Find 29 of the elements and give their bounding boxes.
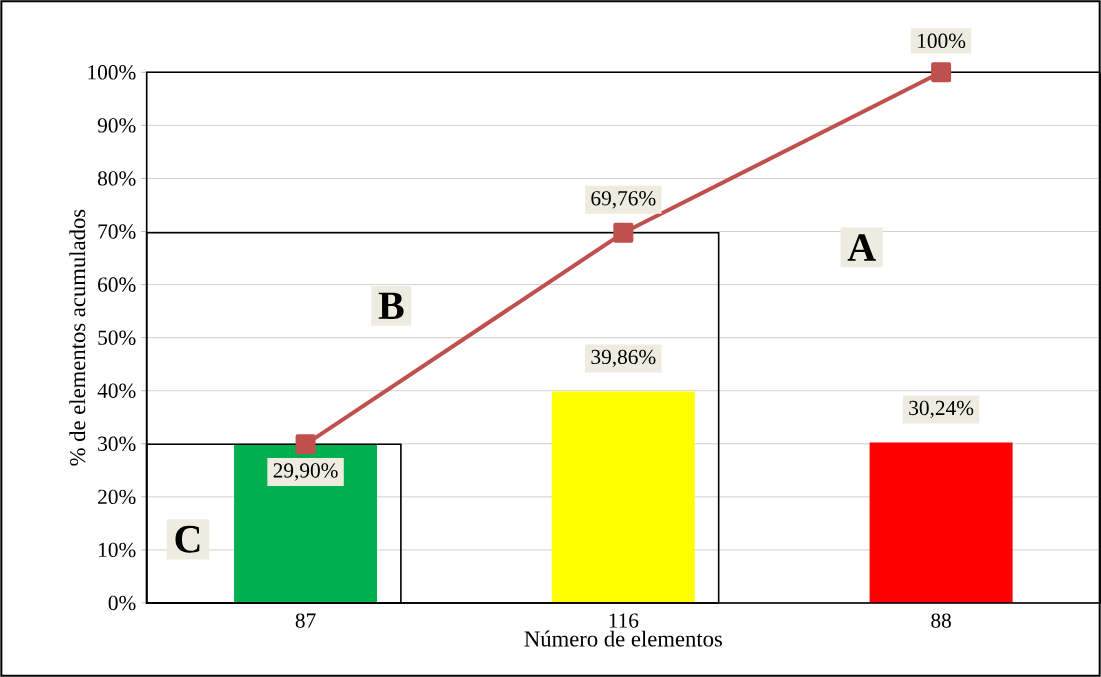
x-tick-label: 116 [609, 613, 639, 628]
point [295, 434, 316, 455]
y-tick-label: 20% [98, 489, 136, 505]
data-label: 69,76% [591, 191, 656, 209]
annotation: B [378, 292, 404, 319]
y-tick-label: 60% [98, 277, 136, 292]
y-tick-label: 50% [98, 330, 136, 345]
data-label: 39,86% [591, 349, 656, 368]
annotation: C [175, 525, 200, 553]
y-tick-label: 70% [98, 224, 136, 239]
annotation: A [847, 234, 876, 261]
point [613, 222, 634, 243]
x-tick-label: 87 [295, 613, 316, 628]
y-tick-label: 90% [97, 118, 136, 133]
y-tick-label: 30% [98, 436, 136, 452]
y-tick-label: 40% [97, 383, 136, 398]
y-axis-title: % de elementos acumulados [69, 209, 86, 466]
bar [869, 442, 1013, 603]
y-tick-label: 0% [108, 595, 136, 611]
x-tick-label: 88 [931, 613, 951, 628]
point [931, 62, 952, 83]
data-label: 100% [918, 33, 966, 49]
y-tick-label: 80% [97, 171, 136, 186]
x-axis-title: Número de elementos [524, 630, 722, 647]
y-tick-label: 100% [88, 65, 136, 80]
y-tick-label: 10% [99, 542, 136, 558]
data-label: 29,90% [273, 463, 338, 481]
data-label: 30,24% [909, 400, 974, 419]
bar [551, 391, 695, 603]
